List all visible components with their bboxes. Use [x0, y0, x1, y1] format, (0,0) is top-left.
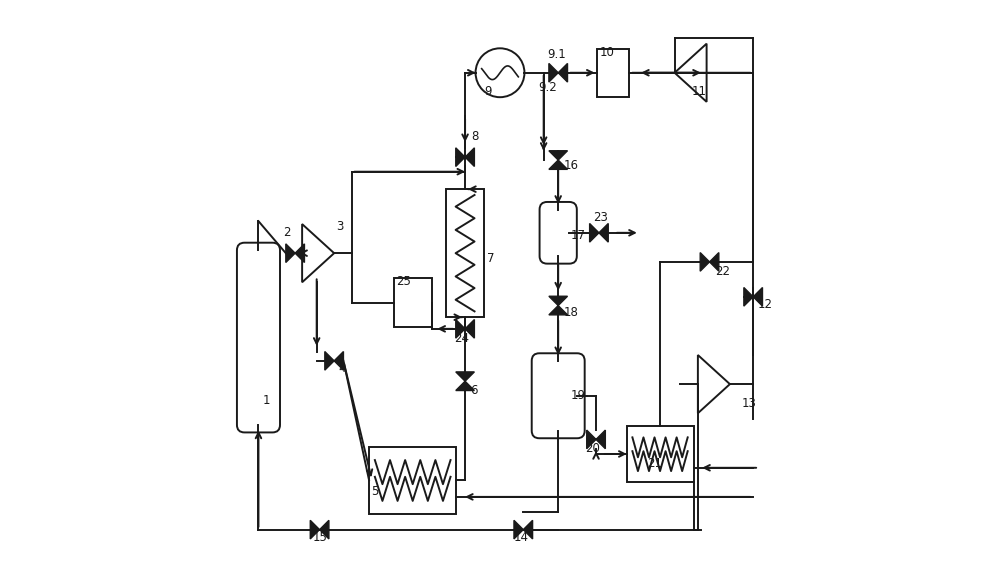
- Polygon shape: [744, 288, 753, 306]
- Text: 21: 21: [647, 457, 662, 470]
- Text: 25: 25: [396, 275, 411, 288]
- Text: 4: 4: [338, 363, 346, 375]
- Text: 5: 5: [371, 485, 378, 498]
- Bar: [627, 426, 694, 482]
- Text: 7: 7: [487, 252, 494, 265]
- Polygon shape: [456, 148, 465, 166]
- Text: 19: 19: [571, 389, 586, 402]
- Text: 18: 18: [564, 306, 579, 319]
- Polygon shape: [456, 381, 474, 391]
- Text: 15: 15: [313, 531, 327, 544]
- Text: 2: 2: [283, 226, 291, 239]
- Polygon shape: [700, 253, 710, 271]
- Text: 1: 1: [263, 395, 271, 407]
- Polygon shape: [590, 223, 599, 242]
- Text: 24: 24: [455, 332, 470, 345]
- Polygon shape: [710, 253, 719, 271]
- Text: 12: 12: [758, 299, 773, 311]
- Text: 6: 6: [470, 384, 477, 397]
- Text: 10: 10: [600, 47, 615, 59]
- Text: 9.1: 9.1: [548, 48, 566, 61]
- Text: 3: 3: [336, 220, 343, 233]
- Polygon shape: [334, 352, 343, 370]
- Polygon shape: [587, 430, 596, 449]
- Polygon shape: [549, 151, 568, 160]
- Polygon shape: [456, 372, 474, 381]
- Text: 9.2: 9.2: [538, 81, 557, 94]
- Polygon shape: [549, 306, 568, 315]
- Polygon shape: [549, 160, 568, 169]
- Text: 14: 14: [514, 531, 529, 544]
- Bar: [394, 278, 432, 327]
- Bar: [597, 49, 629, 97]
- Polygon shape: [599, 223, 608, 242]
- Polygon shape: [310, 520, 320, 539]
- Polygon shape: [549, 63, 558, 82]
- Text: 17: 17: [571, 229, 586, 242]
- Polygon shape: [753, 288, 762, 306]
- Polygon shape: [465, 148, 474, 166]
- Polygon shape: [514, 520, 523, 539]
- Polygon shape: [596, 430, 605, 449]
- Polygon shape: [549, 296, 568, 306]
- Text: 22: 22: [715, 265, 730, 278]
- Text: 8: 8: [471, 130, 479, 143]
- Polygon shape: [286, 244, 295, 262]
- Polygon shape: [456, 320, 465, 338]
- Text: 20: 20: [586, 442, 600, 455]
- Text: 13: 13: [742, 398, 756, 410]
- Bar: [446, 189, 484, 317]
- Polygon shape: [325, 352, 334, 370]
- Polygon shape: [558, 63, 568, 82]
- Text: 16: 16: [564, 159, 579, 172]
- Polygon shape: [320, 520, 329, 539]
- Polygon shape: [523, 520, 533, 539]
- Text: 23: 23: [593, 211, 608, 224]
- Text: 9: 9: [484, 85, 492, 98]
- Polygon shape: [465, 320, 474, 338]
- Bar: [369, 447, 456, 514]
- Polygon shape: [295, 244, 304, 262]
- Text: 11: 11: [692, 85, 707, 98]
